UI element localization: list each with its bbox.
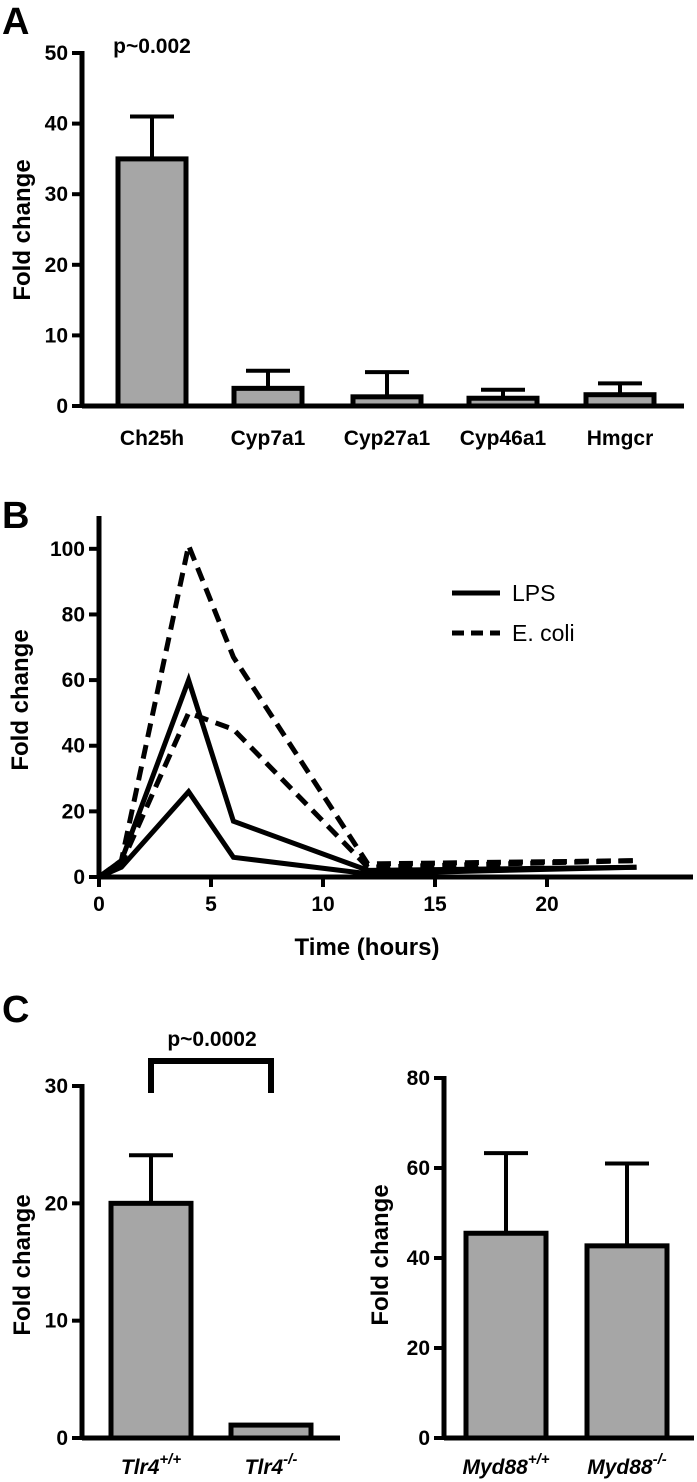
panel-c-right-y-tick-label: 40 <box>407 1247 430 1270</box>
panel-b-x-axis-label: Time (hours) <box>295 934 440 961</box>
panel-b-x-tick-label: 15 <box>423 893 447 916</box>
panel-c-significance-bracket <box>148 1058 274 1093</box>
panel-b-letter: B <box>2 495 29 537</box>
panel-c: C Fold change Fold change p~0.0002 0 10 20… <box>2 989 694 1479</box>
panel-b-x-tick-label: 0 <box>93 893 105 916</box>
panel-b-series-lps-1 <box>97 672 637 880</box>
panel-a-bar-ch25h <box>115 156 189 409</box>
panel-c-right-y-tick-label: 80 <box>407 1067 430 1090</box>
panel-a-p-value: p~0.002 <box>113 35 191 58</box>
panel-b-y-axis-label: Fold change <box>7 629 34 770</box>
panel-c-right-category-label: Myd88+/+ <box>462 1451 549 1479</box>
panel-c-left-category-label: Tlr4-/- <box>245 1451 298 1479</box>
panel-c-left-bar-2 <box>228 1422 314 1441</box>
panel-c-p-value: p~0.0002 <box>167 1028 256 1051</box>
panel-c-left-y-tick-label: 20 <box>45 1192 68 1215</box>
panel-c-right-y-tick-label: 0 <box>418 1427 430 1450</box>
panel-a-y-tick-label: 20 <box>45 254 68 277</box>
panel-a-category-label: Cyp27a1 <box>344 427 431 450</box>
legend-ecoli-label: E. coli <box>512 620 575 646</box>
panel-a-category-label: Hmgcr <box>587 427 654 450</box>
panel-c-right-y-tick-label: 60 <box>407 1157 430 1180</box>
panel-a-category-label: Ch25h <box>120 427 184 450</box>
panel-c-right-y-tick-label: 20 <box>407 1337 430 1360</box>
panel-a-y-tick-label: 40 <box>45 113 68 136</box>
panel-c-right-bar-1 <box>463 1230 549 1441</box>
panel-b-legend: LPS E. coli <box>452 580 575 646</box>
panel-b: B Fold change Time (hours) LPS E. coli 0… <box>2 495 693 961</box>
panel-a-y-tick-label: 50 <box>45 42 68 65</box>
panel-a-letter: A <box>2 1 29 43</box>
panel-b-y-tick-label: 60 <box>62 669 85 692</box>
panel-c-right-category-label: Myd88-/- <box>587 1451 667 1479</box>
panel-a-bar-hmgcr <box>583 392 657 409</box>
panel-a-y-tick-label: 30 <box>45 183 68 206</box>
panel-a: A Fold change p~0.002 0 10 20 30 40 50 Ch25h Cy… <box>2 1 684 450</box>
panel-b-series-lps-2 <box>97 787 637 880</box>
panel-c-letter: C <box>2 989 29 1031</box>
legend-lps-label: LPS <box>512 580 555 606</box>
panel-b-x-tick-label: 5 <box>205 893 217 916</box>
panel-b-y-tick-label: 0 <box>73 866 85 889</box>
panel-a-y-tick-label: 10 <box>45 324 68 347</box>
panel-a-category-label: Cyp46a1 <box>460 427 547 450</box>
panel-c-left-y-tick-label: 10 <box>45 1310 68 1333</box>
panel-c-left-y-tick-label: 0 <box>56 1427 68 1450</box>
panel-a-bar-cyp7a1 <box>231 385 305 409</box>
panel-c-left-category-label: Tlr4+/+ <box>121 1451 181 1479</box>
panel-b-x-tick-label: 20 <box>535 893 558 916</box>
panel-c-left-y-tick-label: 30 <box>45 1075 68 1098</box>
panel-a-bar-cyp27a1 <box>350 394 424 409</box>
panel-a-y-axis-label: Fold change <box>9 159 36 300</box>
panel-b-y-tick-label: 100 <box>50 538 85 561</box>
panel-c-right-y-axis-label: Fold change <box>367 1184 394 1325</box>
panel-c-left-bar-1 <box>108 1200 194 1441</box>
panel-c-right-bar-2 <box>584 1243 670 1441</box>
panel-b-x-tick-label: 10 <box>311 893 334 916</box>
panel-b-y-tick-label: 80 <box>62 603 85 626</box>
panel-b-y-tick-label: 20 <box>62 800 85 823</box>
panel-b-series-ecoli-4 <box>97 709 637 880</box>
panel-a-bar-cyp46a1 <box>466 395 540 409</box>
panel-b-y-tick-label: 40 <box>62 735 85 758</box>
panel-a-y-tick-label: 0 <box>56 395 68 418</box>
panel-a-category-label: Cyp7a1 <box>231 427 306 450</box>
panel-c-left-y-axis-label: Fold change <box>9 1194 36 1335</box>
